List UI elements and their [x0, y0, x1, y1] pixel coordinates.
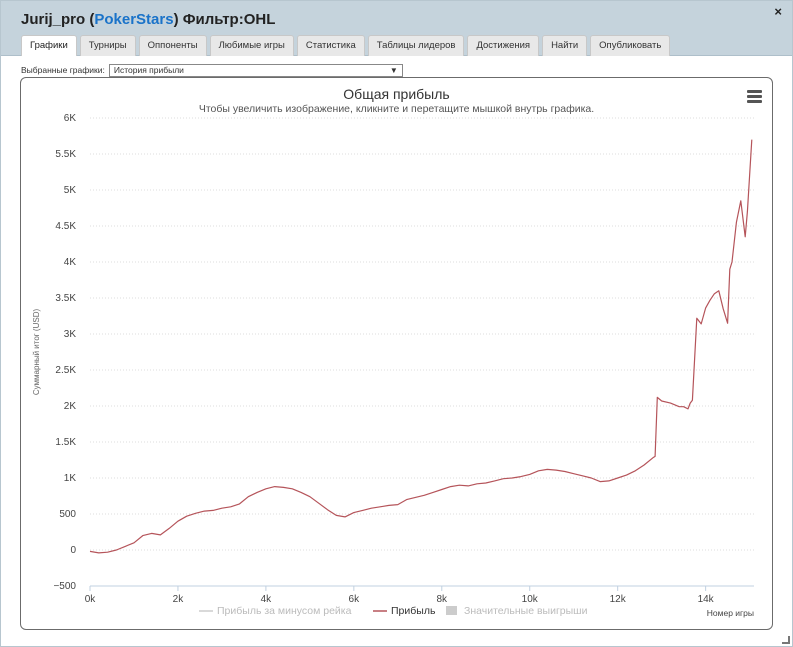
y-tick-label: 2.5K [55, 365, 76, 376]
tab-opponents[interactable]: Оппоненты [138, 35, 207, 56]
chart-select-dropdown[interactable]: История прибыли ▼ [108, 63, 403, 77]
window-title: Jurij_pro (PokerStars) Фильтр:OHL [21, 11, 276, 28]
chart-selector-row: Выбранные графики: История прибыли ▼ [21, 63, 403, 77]
y-tick-label: 3.5K [55, 293, 76, 304]
resize-grip-icon[interactable] [782, 636, 790, 644]
profit-chart[interactable]: −500 0 500 1K 1.5K 2K 2.5K 3K 3.5K 4K 4.5K 5K 5.5K 6K… [21, 78, 772, 629]
dropdown-arrow-icon: ▼ [389, 65, 398, 75]
x-tick-label: 6k [349, 594, 361, 605]
filter-label: Фильтр:OHL [182, 11, 276, 28]
x-tick-label: 10k [522, 594, 539, 605]
y-tick-label: 500 [59, 509, 76, 520]
y-tick-label: 2K [64, 401, 77, 412]
tab-achievements[interactable]: Достижения [467, 35, 540, 56]
y-tick-label: 5K [64, 185, 77, 196]
chart-select-value: История прибыли [113, 64, 184, 75]
tab-favorite-games[interactable]: Любимые игры [209, 35, 294, 56]
tab-leaderboards[interactable]: Таблицы лидеров [367, 35, 465, 56]
hamburger-menu-icon[interactable] [747, 90, 762, 103]
legend-symbol-square [446, 606, 457, 615]
x-tick-label: 0k [85, 594, 97, 605]
y-tick-label: 3K [64, 329, 77, 340]
user-name: Jurij_pro [21, 11, 86, 28]
y-tick-label: 6K [64, 113, 77, 124]
chart-selector-label: Выбранные графики: [21, 65, 105, 75]
tab-statistics[interactable]: Статистика [296, 35, 365, 56]
legend-item-label[interactable]: Значительные выигрыши [464, 605, 588, 617]
chart-title: Общая прибыль [343, 86, 450, 102]
legend-item-label[interactable]: Прибыль [391, 605, 436, 617]
x-tick-label: 2k [173, 594, 185, 605]
legend-item-label[interactable]: Прибыль за минусом рейка [217, 605, 352, 617]
x-tick-label: 12k [610, 594, 627, 605]
title-bar: Jurij_pro (PokerStars) Фильтр:OHL × Граф… [1, 1, 792, 56]
y-tick-label: 4K [64, 257, 77, 268]
tab-charts[interactable]: Графики [21, 35, 77, 56]
x-axis-title: Номер игры [707, 608, 754, 618]
y-tick-label: 1K [64, 473, 77, 484]
site-link[interactable]: PokerStars [94, 11, 174, 28]
tab-find[interactable]: Найти [542, 35, 588, 56]
close-icon[interactable]: × [774, 4, 782, 19]
chart-container[interactable]: Общая прибыль Чтобы увеличить изображени… [20, 77, 773, 630]
y-axis-title: Суммарный итог (USD) [32, 309, 41, 396]
profit-series-line [89, 139, 753, 554]
tab-publish[interactable]: Опубликовать [590, 35, 671, 56]
x-tick-label: 4k [261, 594, 273, 605]
y-tick-label: 0 [70, 545, 76, 556]
x-tick-label: 8k [437, 594, 449, 605]
tab-bar: Графики Турниры Оппоненты Любимые игры С… [21, 35, 671, 56]
y-tick-label: 4.5K [55, 221, 76, 232]
y-tick-label: −500 [53, 581, 76, 592]
x-tick-label: 14k [698, 594, 715, 605]
y-tick-label: 5.5K [55, 149, 76, 160]
y-tick-label: 1.5K [55, 437, 76, 448]
tab-tournaments[interactable]: Турниры [79, 35, 136, 56]
chart-subtitle: Чтобы увеличить изображение, кликните и … [198, 103, 595, 115]
